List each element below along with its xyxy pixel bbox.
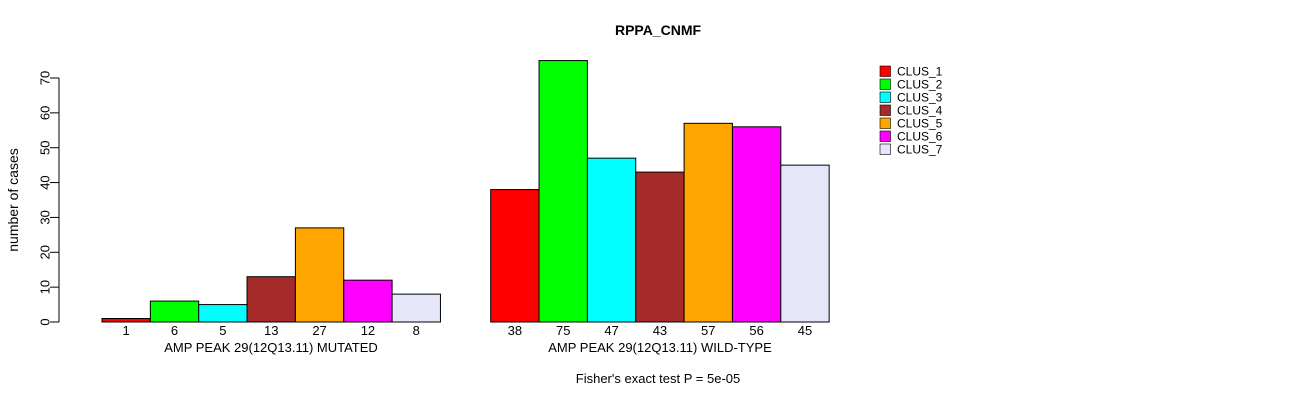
bar-value-label: 45: [798, 323, 812, 338]
bar-clus_3: [586, 157, 637, 323]
bar-clus_7: [391, 293, 441, 323]
group-label-mutated: AMP PEAK 29(12Q13.11) MUTATED: [164, 340, 378, 355]
bar-value-label: 75: [556, 323, 570, 338]
y-tick-label: 70: [38, 71, 53, 85]
group-label-wildtype: AMP PEAK 29(12Q13.11) WILD-TYPE: [548, 340, 772, 355]
legend-swatch-clus_6: [879, 130, 891, 142]
bar-value-label: 12: [361, 323, 375, 338]
bar-value-label: 56: [749, 323, 763, 338]
bar-value-label: 5: [219, 323, 226, 338]
y-tick-label: 10: [38, 280, 53, 294]
y-tick-label: 40: [38, 175, 53, 189]
legend-swatch-clus_3: [879, 91, 891, 103]
legend-label-clus_4: CLUS_4: [897, 103, 943, 117]
legend-label-clus_6: CLUS_6: [897, 129, 943, 143]
legend-label-clus_2: CLUS_2: [897, 77, 943, 91]
bar-clus_4: [635, 171, 685, 323]
y-tick-label: 0: [38, 318, 53, 325]
bar-value-label: 57: [701, 323, 715, 338]
legend-label-clus_3: CLUS_3: [897, 90, 943, 104]
bar-value-label: 47: [604, 323, 618, 338]
bar-clus_1: [490, 189, 540, 323]
chart-title: RPPA_CNMF: [615, 22, 702, 38]
bar-value-label: 13: [264, 323, 278, 338]
bar-clus_7: [780, 164, 830, 323]
bar-clus_5: [683, 122, 733, 323]
y-tick-label: 20: [38, 245, 53, 259]
bar-value-label: 38: [508, 323, 522, 338]
bar-clus_6: [731, 126, 782, 323]
bar-clus_4: [246, 276, 296, 323]
y-axis-label: number of cases: [5, 148, 21, 252]
legend-swatch-clus_1: [879, 65, 891, 77]
bar-clus_2: [538, 60, 588, 323]
y-tick-label: 50: [38, 140, 53, 154]
bar-clus_5: [294, 227, 345, 323]
fisher-test-footnote: Fisher's exact test P = 5e-05: [576, 371, 740, 386]
y-axis: 0 10 20 30 40 50 60 70: [38, 71, 60, 326]
legend-label-clus_7: CLUS_7: [897, 142, 943, 156]
legend-swatch-clus_7: [879, 143, 891, 155]
bars-layer: 1 6 5 13 27 12 8 38 75 47 43 57 56 45: [101, 60, 830, 338]
bar-value-label: 1: [123, 323, 130, 338]
bar-value-label: 43: [653, 323, 667, 338]
bar-clus_6: [343, 279, 393, 323]
bar-clus_1: [101, 318, 151, 323]
legend-label-clus_5: CLUS_5: [897, 116, 943, 130]
bar-value-label: 6: [171, 323, 178, 338]
legend-swatch-clus_5: [879, 117, 891, 129]
y-tick-label: 60: [38, 106, 53, 120]
bar-value-label: 8: [413, 323, 420, 338]
legend-swatch-clus_4: [879, 104, 891, 116]
legend-swatch-clus_2: [879, 78, 891, 90]
bar-value-label: 27: [312, 323, 326, 338]
legend: CLUS_1CLUS_2CLUS_3CLUS_4CLUS_5CLUS_6CLUS…: [879, 64, 943, 156]
y-tick-label: 30: [38, 210, 53, 224]
legend-label-clus_1: CLUS_1: [897, 64, 943, 78]
bar-clus_2: [149, 300, 200, 323]
bar-clus_3: [198, 304, 248, 323]
